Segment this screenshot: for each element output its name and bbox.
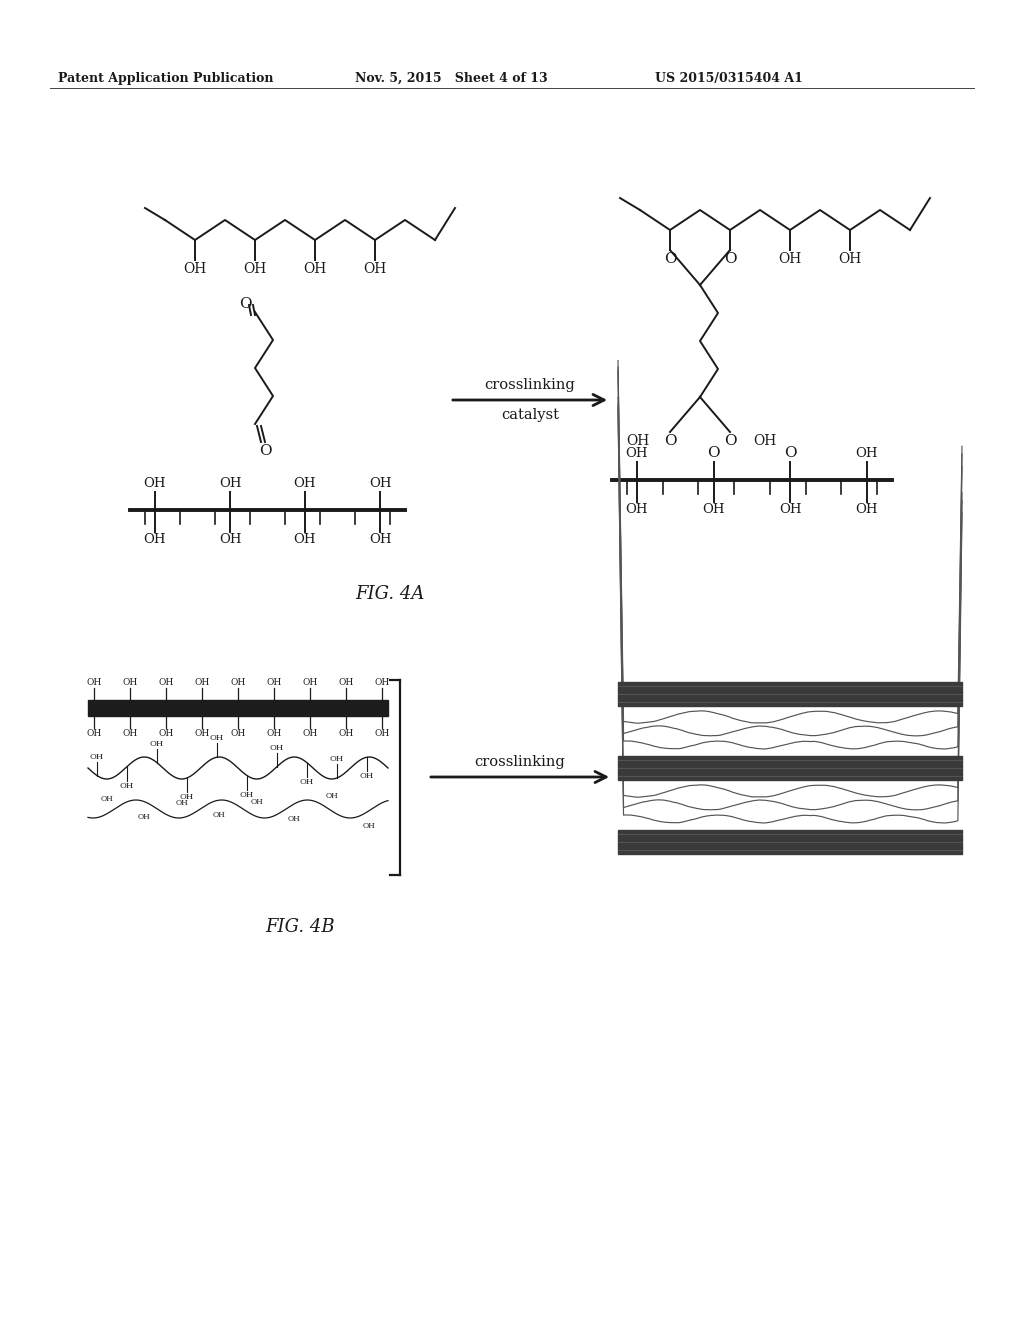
- Text: O: O: [708, 446, 720, 459]
- Text: OH: OH: [195, 678, 210, 686]
- Text: O: O: [724, 434, 736, 447]
- Text: catalyst: catalyst: [501, 408, 559, 422]
- Text: OH: OH: [240, 791, 254, 799]
- Text: OH: OH: [150, 739, 164, 747]
- Bar: [88, 700, 388, 715]
- Text: OH: OH: [294, 477, 316, 490]
- Text: OH: OH: [338, 729, 353, 738]
- Text: Patent Application Publication: Patent Application Publication: [58, 73, 273, 84]
- Text: OH: OH: [288, 814, 301, 822]
- Text: OH: OH: [159, 729, 174, 738]
- Text: OH: OH: [856, 447, 879, 459]
- Text: OH: OH: [123, 678, 137, 686]
- Text: OH: OH: [86, 729, 101, 738]
- Text: OH: OH: [369, 477, 391, 490]
- Text: OH: OH: [627, 434, 649, 447]
- Text: US 2015/0315404 A1: US 2015/0315404 A1: [655, 73, 803, 84]
- Text: OH: OH: [326, 792, 338, 800]
- Text: OH: OH: [778, 252, 802, 267]
- Text: OH: OH: [143, 533, 166, 546]
- Text: OH: OH: [210, 734, 224, 742]
- Text: OH: OH: [702, 503, 725, 516]
- Text: OH: OH: [270, 743, 284, 751]
- Text: OH: OH: [364, 261, 387, 276]
- Text: OH: OH: [86, 678, 101, 686]
- Text: OH: OH: [359, 772, 374, 780]
- Text: OH: OH: [195, 729, 210, 738]
- Text: OH: OH: [303, 261, 327, 276]
- Text: OH: OH: [100, 795, 113, 803]
- Text: OH: OH: [294, 533, 316, 546]
- Text: OH: OH: [626, 503, 648, 516]
- Text: OH: OH: [120, 781, 134, 789]
- Text: OH: OH: [338, 678, 353, 686]
- Text: O: O: [664, 434, 676, 447]
- Text: OH: OH: [159, 678, 174, 686]
- Text: crosslinking: crosslinking: [484, 378, 575, 392]
- Text: OH: OH: [302, 729, 317, 738]
- Text: OH: OH: [330, 755, 344, 763]
- Text: OH: OH: [856, 503, 879, 516]
- Text: OH: OH: [302, 678, 317, 686]
- Text: OH: OH: [839, 252, 861, 267]
- Text: OH: OH: [90, 752, 104, 760]
- Text: OH: OH: [213, 810, 225, 820]
- Text: crosslinking: crosslinking: [475, 755, 565, 770]
- Text: OH: OH: [230, 729, 246, 738]
- Text: OH: OH: [266, 678, 282, 686]
- Bar: [618, 682, 962, 706]
- Text: OH: OH: [175, 799, 188, 807]
- Text: OH: OH: [369, 533, 391, 546]
- Text: OH: OH: [244, 261, 266, 276]
- Text: OH: OH: [266, 729, 282, 738]
- Text: O: O: [664, 252, 676, 267]
- Text: OH: OH: [138, 813, 151, 821]
- Text: O: O: [239, 297, 251, 312]
- Text: OH: OH: [626, 447, 648, 459]
- Text: O: O: [724, 252, 736, 267]
- Text: OH: OH: [375, 678, 389, 686]
- Text: OH: OH: [219, 533, 242, 546]
- Text: OH: OH: [300, 777, 314, 785]
- Text: OH: OH: [754, 434, 776, 447]
- Bar: [618, 830, 962, 854]
- Text: OH: OH: [362, 821, 376, 829]
- Text: OH: OH: [143, 477, 166, 490]
- Text: Nov. 5, 2015   Sheet 4 of 13: Nov. 5, 2015 Sheet 4 of 13: [355, 73, 548, 84]
- Text: O: O: [259, 444, 271, 458]
- Text: FIG. 4B: FIG. 4B: [265, 917, 335, 936]
- Text: OH: OH: [230, 678, 246, 686]
- Text: OH: OH: [180, 793, 195, 801]
- Text: OH: OH: [183, 261, 207, 276]
- Text: OH: OH: [251, 797, 263, 805]
- Bar: [618, 756, 962, 780]
- Text: OH: OH: [779, 503, 802, 516]
- Text: O: O: [784, 446, 797, 459]
- Text: OH: OH: [219, 477, 242, 490]
- Text: OH: OH: [123, 729, 137, 738]
- Text: OH: OH: [375, 729, 389, 738]
- Text: FIG. 4A: FIG. 4A: [355, 585, 425, 603]
